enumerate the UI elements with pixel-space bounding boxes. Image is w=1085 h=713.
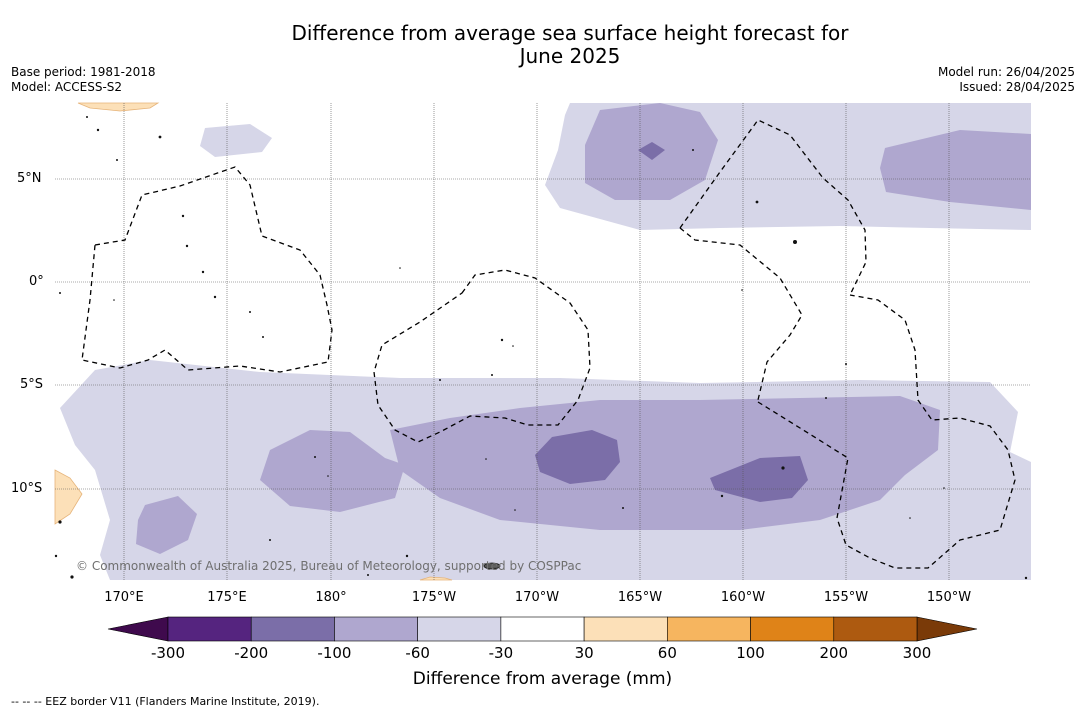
contour-mid-southwest-small	[136, 496, 197, 554]
lon-label-150w: 150°W	[926, 590, 972, 605]
colorbar-tick-label: -300	[150, 644, 186, 662]
contour-dark-south1	[535, 430, 620, 484]
lat-label-10s: 10°S	[11, 481, 43, 496]
colorbar-segment	[417, 616, 502, 642]
map-title: Difference from average sea surface heig…	[291, 21, 849, 68]
meta-left: Base period: 1981-2018 Model: ACCESS-S2	[11, 65, 156, 95]
lon-label-160w: 160°W	[720, 590, 766, 605]
colorbar-tick-label: -100	[317, 644, 352, 662]
contour-mid-south-main	[390, 396, 940, 530]
colorbar-tick-label: 200	[819, 644, 849, 662]
lat-label-5n: 5°N	[17, 171, 42, 186]
colorbar-tick-label: -30	[488, 644, 514, 662]
colorbar	[107, 616, 978, 642]
colorbar-tick-label: 300	[902, 644, 932, 662]
contour-light-patch-north	[200, 124, 272, 157]
islands	[54, 116, 1028, 580]
base-period: Base period: 1981-2018	[11, 65, 156, 79]
eez-border-line-mid	[679, 227, 803, 401]
colorbar-tick-label: -200	[234, 644, 269, 662]
land-patch-south	[419, 576, 453, 581]
lon-label-155w: 155°W	[823, 590, 869, 605]
colorbar-label: Difference from average (mm)	[412, 669, 673, 689]
issued-date: Issued: 28/04/2025	[959, 80, 1075, 94]
colorbar-segment	[250, 616, 335, 642]
lon-label-170e: 170°E	[104, 590, 144, 605]
colorbar-segment	[334, 616, 418, 642]
colorbar-segment	[167, 616, 252, 642]
eez-border-line-south	[757, 294, 1016, 569]
lon-label-170w: 170°W	[514, 590, 560, 605]
eez-legend-footer: -- -- -- EEZ border V11 (Flanders Marine…	[11, 695, 320, 708]
eez-border-line-north	[679, 119, 867, 296]
lon-label-175e: 175°E	[207, 590, 247, 605]
model-run: Model run: 26/04/2025	[937, 65, 1075, 79]
model-name: Model: ACCESS-S2	[11, 80, 123, 94]
map-panel	[54, 102, 1031, 581]
land-patch-north	[77, 102, 160, 112]
eez-borders	[81, 119, 1016, 569]
contour-mid-south-west	[260, 430, 405, 512]
contour-mid-north2	[880, 130, 1031, 210]
colorbar-segment	[750, 616, 835, 642]
colorbar-segment	[667, 616, 751, 642]
colorbar-extend-low	[107, 616, 169, 642]
lat-label-5s: 5°S	[20, 377, 44, 392]
lon-label-165w: 165°W	[617, 590, 663, 605]
lon-label-180: 180°	[315, 590, 347, 605]
lon-label-175w: 175°W	[411, 590, 457, 605]
copyright-notice: © Commonwealth of Australia 2025, Bureau…	[76, 559, 582, 573]
meta-right: Model run: 26/04/2025 Issued: 28/04/2025	[938, 65, 1075, 95]
colorbar-segment	[583, 616, 668, 642]
lat-label-0: 0°	[29, 274, 44, 289]
contour-dark-north	[638, 142, 665, 160]
eez-border-phoenix	[373, 269, 591, 443]
colorbar-tick-label: 60	[657, 644, 677, 662]
land-patch-west	[54, 469, 83, 525]
colorbar-tick-label: 100	[736, 644, 765, 662]
colorbar-segment	[500, 616, 585, 642]
colorbar-segment	[833, 616, 918, 642]
colorbar-extend-high	[916, 616, 978, 642]
eez-border-tuvalu-kiribati	[81, 166, 333, 373]
colorbar-tick-label: 30	[574, 644, 594, 662]
colorbar-tick-label: -60	[405, 644, 430, 662]
